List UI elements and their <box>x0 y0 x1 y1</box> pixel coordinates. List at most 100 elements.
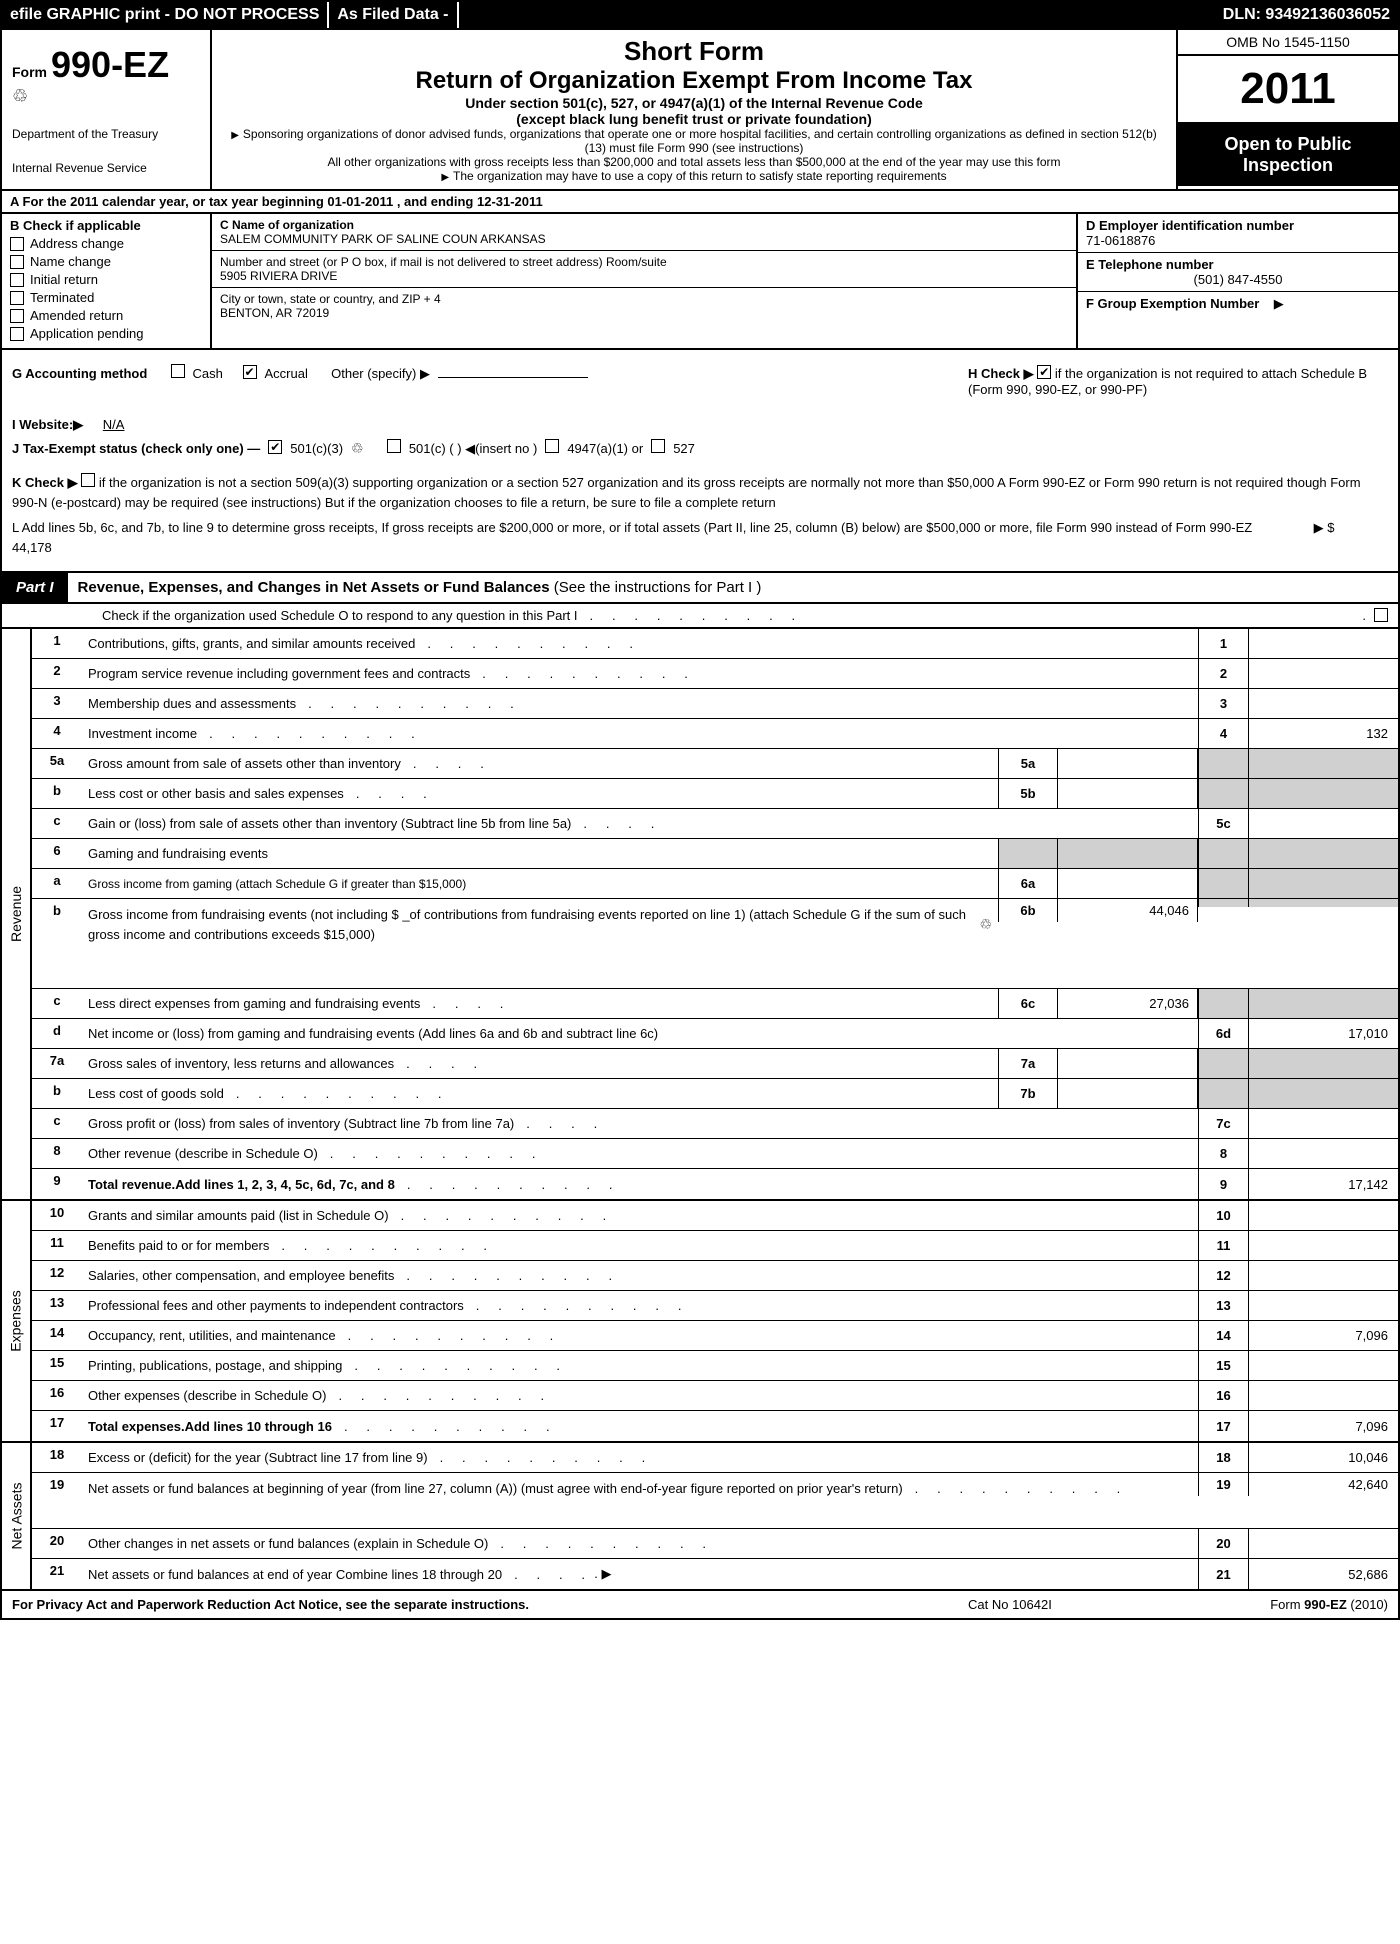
gross-receipts-value: 44,178 <box>12 540 52 555</box>
tel-value: (501) 847-4550 <box>1086 272 1390 287</box>
footer-privacy: For Privacy Act and Paperwork Reduction … <box>12 1597 968 1612</box>
checkbox-501c[interactable] <box>387 439 401 453</box>
org-name: SALEM COMMUNITY PARK OF SALINE COUN ARKA… <box>220 232 1068 246</box>
revenue-sidelabel: Revenue <box>2 629 32 1199</box>
checkbox-icon <box>10 237 24 251</box>
form-header: Form 990-EZ ♲ Department of the Treasury… <box>0 30 1400 191</box>
footer-catno: Cat No 10642I <box>968 1597 1168 1612</box>
expenses-table: Expenses 10Grants and similar amounts pa… <box>0 1201 1400 1443</box>
checkbox-h[interactable] <box>1037 365 1051 379</box>
checkbox-schedule-o[interactable] <box>1374 608 1388 622</box>
column-b: B Check if applicable Address change Nam… <box>2 214 212 348</box>
table-row: 18Excess or (deficit) for the year (Subt… <box>32 1443 1398 1473</box>
table-row: 5aGross amount from sale of assets other… <box>32 749 1398 779</box>
netassets-table: Net Assets 18Excess or (deficit) for the… <box>0 1443 1400 1591</box>
netassets-rows: 18Excess or (deficit) for the year (Subt… <box>32 1443 1398 1589</box>
column-d-e-f: D Employer identification number 71-0618… <box>1078 214 1398 348</box>
row-a-calendar-year: A For the 2011 calendar year, or tax yea… <box>0 191 1400 214</box>
table-row: cGain or (loss) from sale of assets othe… <box>32 809 1398 839</box>
short-form-label: Short Form <box>222 36 1166 67</box>
checkbox-4947[interactable] <box>545 439 559 453</box>
netassets-sidelabel: Net Assets <box>2 1443 32 1589</box>
revenue-rows: 1Contributions, gifts, grants, and simil… <box>32 629 1398 1199</box>
header-note-3: The organization may have to use a copy … <box>222 169 1166 183</box>
table-row: bLess cost of goods sold7b <box>32 1079 1398 1109</box>
table-row: 10Grants and similar amounts paid (list … <box>32 1201 1398 1231</box>
table-row: bLess cost or other basis and sales expe… <box>32 779 1398 809</box>
website-value: N/A <box>103 417 125 432</box>
table-row: 20Other changes in net assets or fund ba… <box>32 1529 1398 1559</box>
c-name-block: C Name of organization SALEM COMMUNITY P… <box>212 214 1076 251</box>
c-addr-block: Number and street (or P O box, if mail i… <box>212 251 1076 288</box>
recycle-icon: ♲ <box>12 86 200 107</box>
chk-terminated[interactable]: Terminated <box>10 290 202 305</box>
row-k: K Check ▶ if the organization is not a s… <box>12 473 1388 512</box>
row-l: L Add lines 5b, 6c, and 7b, to line 9 to… <box>12 518 1388 557</box>
dept-treasury: Department of the Treasury <box>12 127 200 141</box>
subtitle-2: (except black lung benefit trust or priv… <box>222 111 1166 127</box>
chk-amended[interactable]: Amended return <box>10 308 202 323</box>
section-b-to-f: B Check if applicable Address change Nam… <box>0 214 1400 350</box>
org-street: 5905 RIVIERA DRIVE <box>220 269 1068 283</box>
header-note-2: All other organizations with gross recei… <box>222 155 1166 169</box>
table-row: bGross income from fundraising events (n… <box>32 899 1398 989</box>
header-note-1: Sponsoring organizations of donor advise… <box>222 127 1166 155</box>
table-row: 19Net assets or fund balances at beginni… <box>32 1473 1398 1529</box>
table-row: 8Other revenue (describe in Schedule O)8 <box>32 1139 1398 1169</box>
dept-irs: Internal Revenue Service <box>12 161 200 175</box>
table-row: 7aGross sales of inventory, less returns… <box>32 1049 1398 1079</box>
column-c: C Name of organization SALEM COMMUNITY P… <box>212 214 1078 348</box>
recycle-icon: ♲ <box>979 914 992 935</box>
table-row: cGross profit or (loss) from sales of in… <box>32 1109 1398 1139</box>
other-specify-input[interactable] <box>438 377 588 378</box>
table-row: 4Investment income4132 <box>32 719 1398 749</box>
table-row: 12Salaries, other compensation, and empl… <box>32 1261 1398 1291</box>
form-number: Form 990-EZ <box>12 44 200 86</box>
checkbox-icon <box>10 273 24 287</box>
row-i: I Website:▶ N/A <box>12 417 1388 433</box>
table-row: 13Professional fees and other payments t… <box>32 1291 1398 1321</box>
chk-app-pending[interactable]: Application pending <box>10 326 202 341</box>
table-row: 17Total expenses. Add lines 10 through 1… <box>32 1411 1398 1441</box>
checkbox-accrual[interactable] <box>243 365 257 379</box>
checkbox-icon <box>10 291 24 305</box>
d-ein-block: D Employer identification number 71-0618… <box>1078 214 1398 253</box>
top-bar: efile GRAPHIC print - DO NOT PROCESS As … <box>0 0 1400 30</box>
b-header: B Check if applicable <box>10 218 202 233</box>
arrow-icon: ▶ <box>1274 296 1284 311</box>
right-header-cell: OMB No 1545-1150 2011 Open to Public Ins… <box>1178 30 1398 189</box>
part-1-title: Revenue, Expenses, and Changes in Net As… <box>68 575 772 600</box>
org-city: BENTON, AR 72019 <box>220 306 1068 320</box>
part-1-header: Part I Revenue, Expenses, and Changes in… <box>0 573 1400 604</box>
f-group-block: F Group Exemption Number ▶ <box>1078 292 1398 316</box>
checkbox-icon <box>10 309 24 323</box>
checkbox-k[interactable] <box>81 473 95 487</box>
expenses-sidelabel: Expenses <box>2 1201 32 1441</box>
revenue-table: Revenue 1Contributions, gifts, grants, a… <box>0 629 1400 1201</box>
row-j: J Tax-Exempt status (check only one) — 5… <box>12 439 1388 457</box>
footer-formno: Form 990-EZ (2010) <box>1168 1597 1388 1612</box>
table-row: 3Membership dues and assessments3 <box>32 689 1398 719</box>
tax-year: 2011 <box>1178 56 1398 124</box>
checkbox-501c3[interactable] <box>268 440 282 454</box>
chk-name-change[interactable]: Name change <box>10 254 202 269</box>
part-1-tab: Part I <box>2 573 68 602</box>
main-title: Return of Organization Exempt From Incom… <box>222 67 1166 95</box>
dln-number: DLN: 93492136036052 <box>1215 2 1398 28</box>
checkbox-cash[interactable] <box>171 364 185 378</box>
chk-address-change[interactable]: Address change <box>10 236 202 251</box>
mid-section-g-to-l: G Accounting method Cash Accrual Other (… <box>0 350 1400 573</box>
c-city-block: City or town, state or country, and ZIP … <box>212 288 1076 348</box>
recycle-icon: ♲ <box>351 440 364 457</box>
checkbox-527[interactable] <box>651 439 665 453</box>
table-row: 14Occupancy, rent, utilities, and mainte… <box>32 1321 1398 1351</box>
table-row: aGross income from gaming (attach Schedu… <box>32 869 1398 899</box>
checkbox-icon <box>10 255 24 269</box>
table-row: 11Benefits paid to or for members11 <box>32 1231 1398 1261</box>
form-label-cell: Form 990-EZ ♲ Department of the Treasury… <box>2 30 212 189</box>
table-row: 2Program service revenue including gover… <box>32 659 1398 689</box>
chk-initial-return[interactable]: Initial return <box>10 272 202 287</box>
asfiled-label: As Filed Data - <box>329 2 458 28</box>
table-row: 16Other expenses (describe in Schedule O… <box>32 1381 1398 1411</box>
table-row: 15Printing, publications, postage, and s… <box>32 1351 1398 1381</box>
